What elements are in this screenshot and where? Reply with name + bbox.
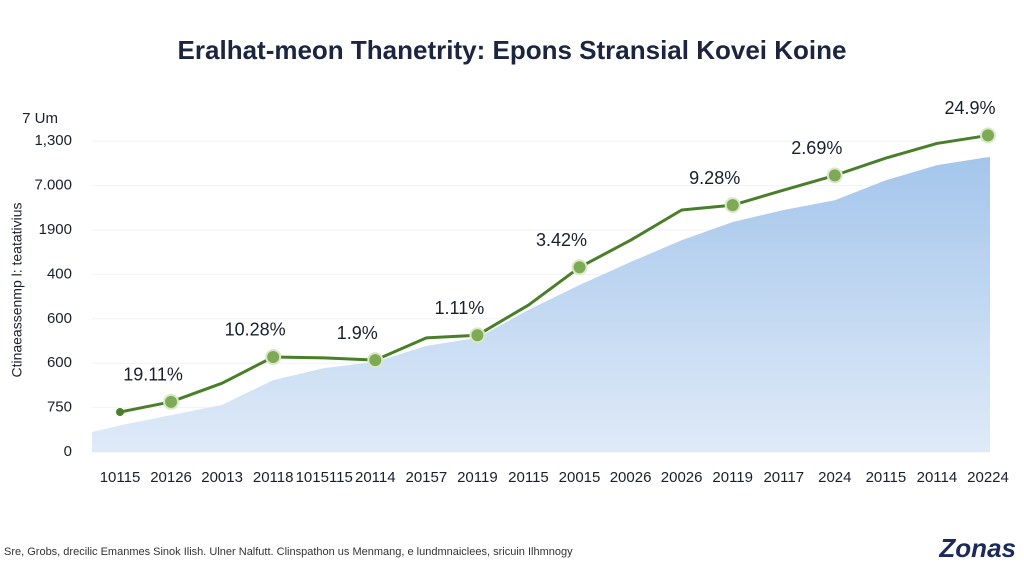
annotation: 10.28%: [225, 320, 286, 340]
x-tick-label: 10115: [100, 469, 141, 486]
end-dot: [116, 408, 124, 417]
annotation: 2.69%: [791, 138, 842, 158]
x-tick-label: 20119: [457, 469, 498, 486]
area: [92, 157, 990, 452]
x-tick-label: 20026: [610, 469, 652, 486]
x-tick-label: 20015: [559, 469, 601, 486]
marker: [724, 197, 741, 214]
marker: [367, 352, 384, 369]
annotation: 19.11%: [123, 365, 183, 385]
marker: [265, 348, 282, 365]
y-axis-label: Ctinaeassenmp l: teatativius: [9, 202, 25, 377]
x-tick-label: 20119: [712, 469, 753, 486]
annotation: 1.9%: [337, 323, 378, 343]
y-tick-label: 7.000: [34, 177, 72, 194]
y-tick-label: 600: [47, 354, 72, 371]
x-tick-label: 20157: [405, 469, 447, 486]
marker: [571, 259, 588, 276]
marker: [469, 327, 486, 344]
y-tick-label: 1,300: [34, 132, 72, 149]
x-tick-label: 20114: [917, 469, 958, 486]
marker: [980, 127, 996, 144]
x-tick-label: 20118: [253, 469, 294, 486]
y-tick-label: 600: [47, 310, 72, 327]
x-tick-label: 20026: [661, 469, 703, 486]
y-unit-label: 7 Um: [22, 110, 58, 127]
x-tick-label: 20115: [508, 469, 549, 486]
x-tick-label: 20115: [866, 469, 907, 486]
x-tick-label: 20126: [150, 469, 192, 486]
x-tick-label: 20114: [355, 469, 396, 486]
x-tick-label: 2024: [818, 469, 851, 486]
y-tick-label: 750: [47, 399, 72, 416]
footer: Sre, Grobs, drecilic Emanmes Sinok Ilish…: [4, 546, 573, 558]
annotation: 24.9%: [944, 98, 995, 118]
logo: Zonas: [938, 533, 1016, 563]
y-tick-label: 400: [47, 265, 72, 282]
marker: [163, 393, 180, 410]
line: [119, 133, 989, 414]
chart-title: Eralhat-meon Thanetrity: Epons Stransial…: [178, 35, 847, 65]
x-tick-label: 20013: [201, 469, 243, 486]
x-tick-label: 20117: [763, 469, 804, 486]
annotation: 3.42%: [536, 230, 587, 250]
annotation: 1.11%: [435, 298, 485, 318]
y-tick-label: 0: [64, 443, 72, 460]
x-tick-label: 20224: [967, 469, 1009, 486]
x-tick-label: 1015115: [296, 469, 353, 486]
marker: [826, 167, 843, 184]
y-tick-label: 1900: [39, 221, 72, 238]
annotation: 9.28%: [689, 168, 740, 188]
